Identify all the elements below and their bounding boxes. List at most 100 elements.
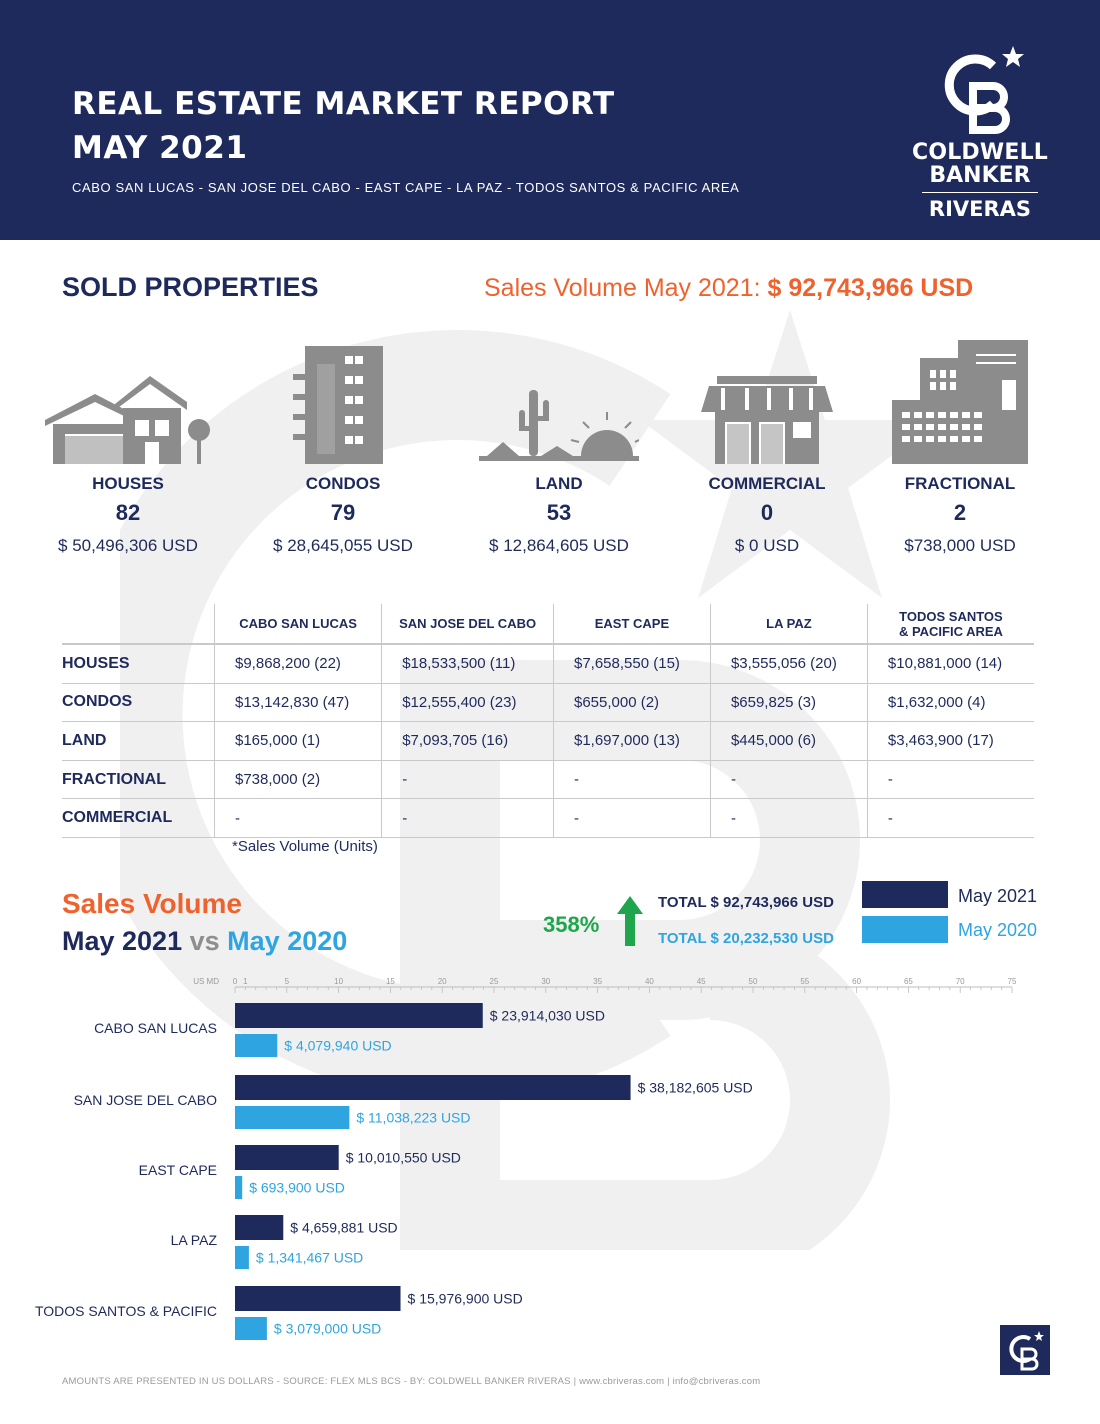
table-cell: $13,142,830 (47) (213, 683, 382, 723)
category-land: LAND 53 $ 12,864,605 USD (459, 340, 659, 556)
table-cell: - (866, 798, 1034, 838)
x-tick-label: 5 (285, 977, 290, 986)
subtitle-may-2021: May 2021 (62, 926, 183, 956)
sold-properties-title: SOLD PROPERTIES (62, 272, 319, 302)
data-label-2021: $ 10,010,550 USD (346, 1150, 461, 1166)
table-row: HOUSES $9,868,200 (22) $18,533,500 (11) … (62, 644, 1034, 684)
table-cell: $165,000 (1) (213, 721, 382, 761)
sales-by-region-table: CABO SAN LUCAS SAN JOSE DEL CABO EAST CA… (62, 604, 1034, 838)
x-tick-label: 75 (1008, 977, 1017, 986)
land-cactus-icon (479, 390, 639, 461)
col-header-sjdc: SAN JOSE DEL CABO (381, 604, 554, 645)
bar-may-2021 (235, 1286, 401, 1311)
category-name: CONDOS (305, 474, 381, 493)
table-cell: - (866, 760, 1034, 800)
x-tick-label: 65 (904, 977, 913, 986)
x-tick-label: 1 (243, 977, 248, 986)
col-header-la-paz: LA PAZ (709, 604, 868, 645)
table-cell: - (213, 798, 382, 838)
bar-may-2021 (235, 1145, 339, 1170)
col-header-todos-line2: & PACIFIC AREA (898, 623, 1003, 639)
category-label: CABO SAN LUCAS (94, 1020, 217, 1036)
cb-small-logo-icon (1009, 1331, 1044, 1371)
x-tick-label: 55 (800, 977, 809, 986)
category-label: TODOS SANTOS & PACIFIC (35, 1303, 217, 1319)
category-name: COMMERCIAL (708, 474, 826, 493)
row-label: FRACTIONAL (62, 760, 215, 800)
table-header-empty (62, 604, 215, 645)
x-tick-label: 0 (233, 977, 238, 986)
x-axis-label: US MD (193, 977, 219, 986)
col-header-todos-santos: TODOS SANTOS & PACIFIC AREA (866, 604, 1034, 645)
table-cell: - (381, 760, 554, 800)
legend-swatch-2020 (862, 916, 948, 943)
legend-label-2021: May 2021 (958, 886, 1038, 906)
table-row: CONDOS $13,142,830 (47) $12,555,400 (23)… (62, 683, 1034, 723)
x-tick-label: 45 (697, 977, 706, 986)
table-row: FRACTIONAL $738,000 (2) - - - - (62, 760, 1034, 800)
col-header-cabo: CABO SAN LUCAS (213, 604, 382, 645)
x-tick-label: 40 (645, 977, 654, 986)
table-cell: $655,000 (2) (552, 683, 711, 723)
comparison-title: Sales Volume (62, 888, 243, 919)
category-amount: $ 12,864,605 USD (489, 536, 629, 555)
bar-may-2020 (235, 1317, 267, 1340)
x-tick-label: 60 (852, 977, 861, 986)
category-houses: HOUSES 82 $ 50,496,306 USD (28, 340, 228, 556)
category-name: FRACTIONAL (904, 474, 1016, 493)
report-header: REAL ESTATE MARKET REPORT MAY 2021 CABO … (0, 0, 1100, 240)
table-cell: $1,697,000 (13) (552, 721, 711, 761)
x-tick-label: 20 (438, 977, 447, 986)
data-label-2021: $ 38,182,605 USD (638, 1080, 753, 1096)
table-cell: $3,555,056 (20) (709, 644, 868, 684)
table-cell: $10,881,000 (14) (866, 644, 1034, 684)
x-tick-label: 30 (541, 977, 550, 986)
cb-monogram-icon (944, 46, 1024, 134)
bar-may-2020 (235, 1034, 278, 1057)
table-cell: - (709, 798, 868, 838)
total-2020: TOTAL $ 20,232,530 USD (658, 930, 834, 947)
up-arrow-icon (617, 896, 643, 946)
sales-volume-headline: Sales Volume May 2021: $ 92,743,966 USD (484, 274, 973, 303)
data-label-2021: $ 15,976,900 USD (408, 1291, 523, 1307)
x-tick-label: 10 (334, 977, 343, 986)
report-title: REAL ESTATE MARKET REPORT (72, 86, 615, 122)
footer-disclaimer: AMOUNTS ARE PRESENTED IN US DOLLARS - SO… (62, 1376, 761, 1387)
growth-percent: 358% (543, 912, 600, 937)
category-commercial: COMMERCIAL 0 $ 0 USD (667, 340, 867, 556)
row-label: LAND (62, 721, 215, 761)
data-label-2020: $ 1,341,467 USD (256, 1250, 363, 1266)
bar-may-2021 (235, 1075, 631, 1100)
condo-building-icon (293, 346, 383, 464)
table-row: COMMERCIAL - - - - - (62, 798, 1034, 838)
bar-may-2021 (235, 1215, 284, 1240)
table-cell: $659,825 (3) (709, 683, 868, 723)
bar-may-2020 (235, 1106, 350, 1129)
table-cell: $738,000 (2) (213, 760, 382, 800)
x-tick-label: 50 (749, 977, 758, 986)
x-tick-label: 35 (593, 977, 602, 986)
table-cell: $7,658,550 (15) (552, 644, 711, 684)
category-label: EAST CAPE (139, 1162, 217, 1178)
category-fractional: FRACTIONAL 2 $738,000 USD (860, 340, 1060, 556)
logo-divider (922, 192, 1038, 193)
x-tick-label: 15 (386, 977, 395, 986)
table-cell: - (709, 760, 868, 800)
x-tick-label: 25 (490, 977, 499, 986)
table-cell: $445,000 (6) (709, 721, 868, 761)
table-cell: $18,533,500 (11) (381, 644, 554, 684)
col-header-east-cape: EAST CAPE (552, 604, 711, 645)
table-footnote: *Sales Volume (Units) (232, 838, 378, 855)
table-cell: $9,868,200 (22) (213, 644, 382, 684)
house-icon (45, 376, 210, 464)
sales-volume-bar-chart: US MD 0 1 5 10 15 20 25 30 35 40 45 50 55 60 65 70 75CABO… (35, 977, 1017, 1340)
x-tick-label: 70 (956, 977, 965, 986)
category-count: 82 (115, 500, 141, 525)
data-label-2020: $ 693,900 USD (249, 1180, 345, 1196)
comparison-subtitle: May 2021 vs May 2020 (62, 926, 347, 957)
data-label-2020: $ 3,079,000 USD (274, 1321, 381, 1337)
total-2021: TOTAL $ 92,743,966 USD (658, 894, 834, 911)
category-amount: $738,000 USD (904, 536, 1016, 555)
category-name: HOUSES (92, 474, 164, 493)
legend-swatch-2021 (862, 881, 948, 908)
